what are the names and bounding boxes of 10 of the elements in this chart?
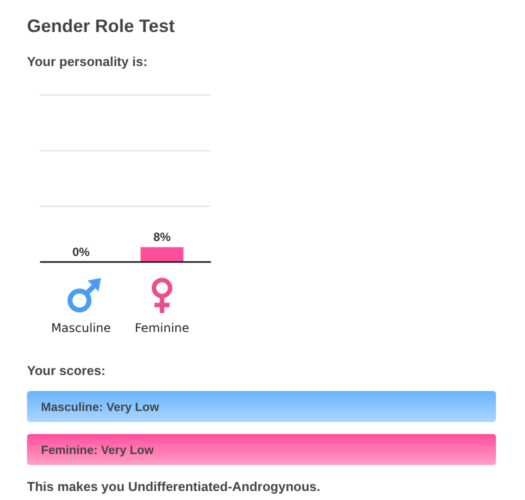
data-label: 0% (72, 245, 90, 259)
text: Your scores: (27, 363, 106, 378)
x-tick-label: Feminine (134, 321, 190, 335)
chart-title: Gender Role Test (27, 16, 175, 36)
text: Masculine: Very Low (41, 400, 160, 414)
text: This makes you Undifferentiated-Androgynous. (27, 479, 320, 494)
data-label: 8% (153, 230, 171, 244)
text: Feminine: Very Low (41, 443, 154, 457)
chart-subtitle: Your personality is: (27, 54, 148, 69)
x-tick-label: Masculine (51, 321, 111, 335)
